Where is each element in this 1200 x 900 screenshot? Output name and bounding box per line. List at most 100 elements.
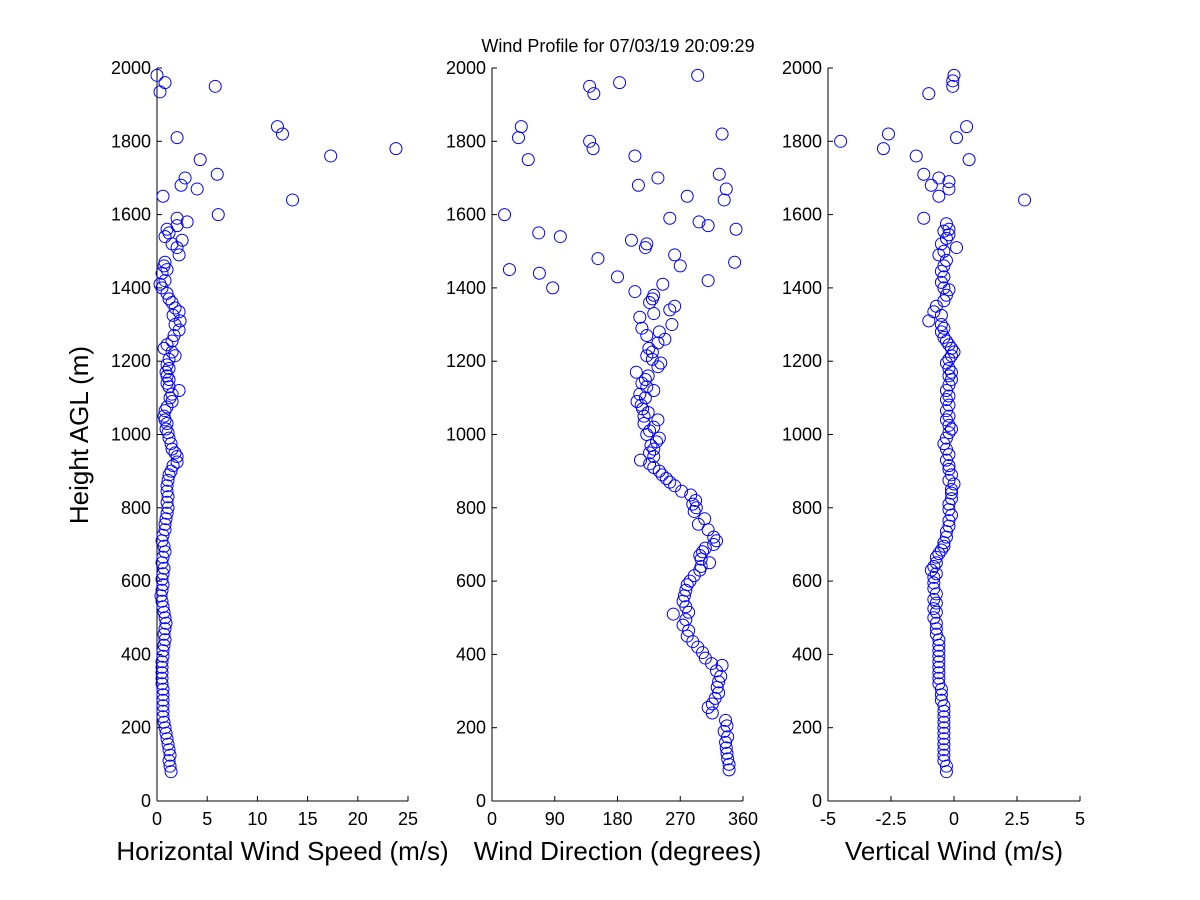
direction-data-point	[651, 171, 665, 185]
direction-x-tick-label: 90	[545, 809, 565, 829]
speed-data-point	[155, 572, 169, 586]
speed-data-point	[165, 387, 179, 401]
speed-data-point	[158, 517, 172, 531]
vertical-data-point	[932, 660, 946, 674]
vertical-data-point	[962, 153, 976, 167]
direction-data-point	[532, 226, 546, 240]
direction-data-point	[613, 76, 627, 90]
vertical-data-point	[934, 543, 948, 557]
vertical-data-point	[944, 422, 958, 436]
vertical-data-point	[932, 633, 946, 647]
vertical-data-point	[929, 622, 943, 636]
speed-data-point	[270, 120, 284, 134]
vertical-data-point	[937, 321, 951, 335]
vertical-data-point	[942, 389, 956, 403]
direction-y-tick-label: 400	[456, 644, 486, 664]
speed-y-tick-label: 2000	[111, 58, 151, 78]
speed-data-point	[158, 404, 172, 418]
speed-data-point	[158, 633, 172, 647]
vertical-y-tick-label: 200	[792, 718, 822, 738]
speed-data-point	[161, 473, 175, 487]
direction-y-tick-label: 800	[456, 498, 486, 518]
speed-data-point	[160, 358, 174, 372]
speed-data-point	[178, 171, 192, 185]
speed-data-point	[160, 484, 174, 498]
speed-x-tick-label: 25	[398, 809, 418, 829]
direction-data-point	[647, 420, 661, 434]
direction-data-point	[587, 87, 601, 101]
speed-data-point	[163, 748, 177, 762]
speed-data-point	[156, 528, 170, 542]
vertical-data-point	[909, 149, 923, 163]
direction-data-point	[682, 624, 696, 638]
speed-data-point	[157, 715, 171, 729]
speed-x-axis-label: Horizontal Wind Speed (m/s)	[116, 836, 448, 866]
direction-data-point	[707, 537, 721, 551]
speed-data-point	[193, 153, 207, 167]
speed-data-point	[170, 241, 184, 255]
vertical-y-tick-label: 800	[792, 498, 822, 518]
direction-data-point	[643, 424, 657, 438]
direction-data-point	[717, 193, 731, 207]
vertical-data-point	[944, 349, 958, 363]
speed-data-point	[156, 578, 170, 592]
vertical-data-point	[942, 448, 956, 462]
vertical-x-tick-label: -2.5	[875, 809, 906, 829]
speed-data-point	[163, 391, 177, 405]
speed-data-point	[158, 611, 172, 625]
speed-data-point	[155, 666, 169, 680]
speed-data-point	[156, 550, 170, 564]
direction-data-point	[640, 329, 654, 343]
vertical-data-point	[937, 281, 951, 295]
speed-data-point	[159, 512, 173, 526]
vertical-data-point	[942, 503, 956, 517]
speed-data-point	[160, 506, 174, 520]
speed-x-tick-label: 20	[348, 809, 368, 829]
direction-data-point	[532, 266, 546, 280]
direction-data-point	[647, 384, 661, 398]
direction-data-point	[705, 706, 719, 720]
direction-data-point	[583, 134, 597, 148]
speed-data-point	[170, 131, 184, 145]
direction-data-point	[686, 497, 700, 511]
speed-data-point	[167, 329, 181, 343]
speed-data-point	[156, 699, 170, 713]
panel-horizontal-wind-speed: 0 200 400 600 800 1000 1200 1400 1600 1800 2000 0 5 1…	[111, 58, 449, 866]
speed-data-point	[160, 400, 174, 414]
direction-data-point	[683, 574, 697, 588]
direction-data-point	[611, 270, 624, 284]
vertical-data-point	[942, 182, 956, 196]
direction-x-tick-label: 180	[602, 809, 632, 829]
direction-data-point	[668, 248, 682, 262]
vertical-data-point	[939, 404, 953, 418]
speed-data-point	[162, 352, 176, 366]
panel-vertical-wind: 0 200 400 600 800 1000 1200 1400 1600 1800 2000 -5 -…	[782, 58, 1085, 866]
vertical-data-point	[937, 437, 951, 451]
vertical-data-point	[937, 732, 951, 746]
vertical-data-point	[934, 318, 948, 332]
direction-data-point	[651, 360, 665, 374]
speed-data-point	[159, 616, 173, 630]
speed-y-tick-label: 800	[121, 498, 151, 518]
direction-data-point	[637, 409, 651, 423]
direction-data-point	[722, 757, 736, 771]
direction-data-point	[701, 219, 715, 233]
vertical-data-point	[927, 559, 941, 573]
vertical-y-tick-label: 0	[812, 791, 822, 811]
direction-data-point	[647, 307, 661, 321]
speed-data-point	[172, 384, 186, 398]
speed-data-point	[172, 248, 186, 262]
speed-y-tick-label: 200	[121, 718, 151, 738]
direction-data-point	[715, 127, 729, 141]
vertical-data-point	[937, 726, 951, 740]
vertical-x-tick-label: 5	[1075, 809, 1085, 829]
speed-data-point	[164, 765, 178, 779]
speed-x-tick-label: 0	[152, 809, 162, 829]
vertical-data-point	[937, 743, 951, 757]
speed-y-tick-label: 600	[121, 571, 151, 591]
vertical-data-point	[934, 682, 948, 696]
vertical-data-point	[942, 398, 956, 412]
direction-y-tick-label: 1200	[446, 351, 486, 371]
vertical-data-point	[939, 253, 953, 267]
